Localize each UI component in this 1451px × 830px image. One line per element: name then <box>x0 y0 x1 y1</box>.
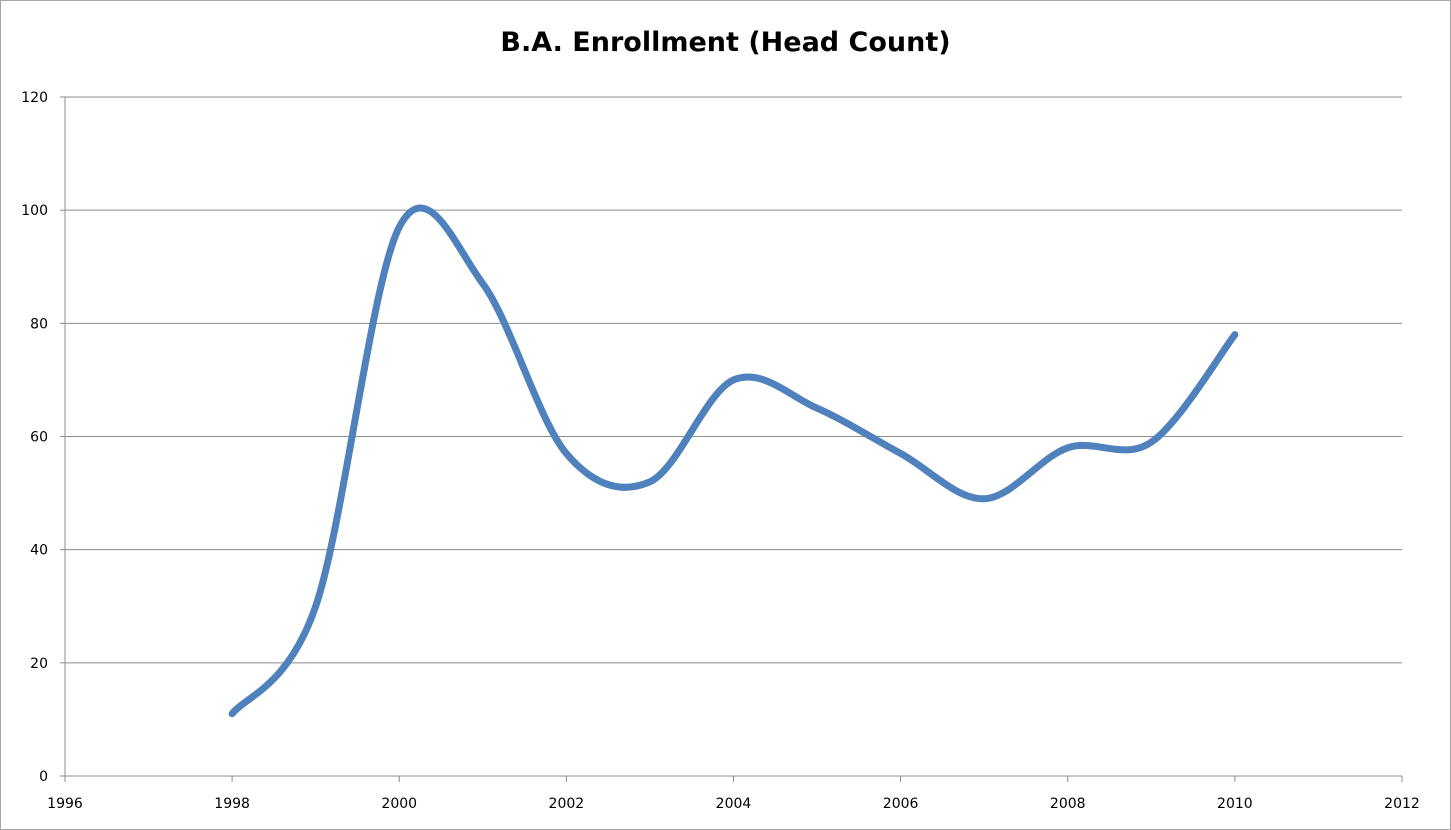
chart-title: B.A. Enrollment (Head Count) <box>500 27 951 58</box>
x-tick-label-2002: 2002 <box>549 796 585 812</box>
series-layer <box>228 204 1239 718</box>
series-line-0 <box>228 204 1239 718</box>
y-tick-label-80: 80 <box>30 316 48 332</box>
x-tick-label-1996: 1996 <box>47 796 83 812</box>
x-tick-label-2006: 2006 <box>883 796 919 812</box>
gridlines <box>65 96 1402 664</box>
x-tick-label-2012: 2012 <box>1384 796 1420 812</box>
y-tick-label-60: 60 <box>30 430 48 446</box>
axes <box>60 96 1403 782</box>
y-tick-label-0: 0 <box>39 769 48 785</box>
x-axis-ticks: 1996 1998 2000 2002 2004 2006 2008 2010 2012 <box>47 796 1420 812</box>
x-tick-label-2004: 2004 <box>716 796 752 812</box>
x-tick-label-2010: 2010 <box>1217 796 1253 812</box>
y-tick-label-120: 120 <box>21 90 48 106</box>
y-tick-label-40: 40 <box>30 543 48 559</box>
x-tick-label-2008: 2008 <box>1050 796 1086 812</box>
y-tick-label-20: 20 <box>30 656 48 672</box>
y-axis-ticks: 0 20 40 60 80 100 120 <box>21 90 48 785</box>
y-tick-label-100: 100 <box>21 203 48 219</box>
x-tick-label-2000: 2000 <box>381 796 417 812</box>
x-tick-label-1998: 1998 <box>214 796 250 812</box>
